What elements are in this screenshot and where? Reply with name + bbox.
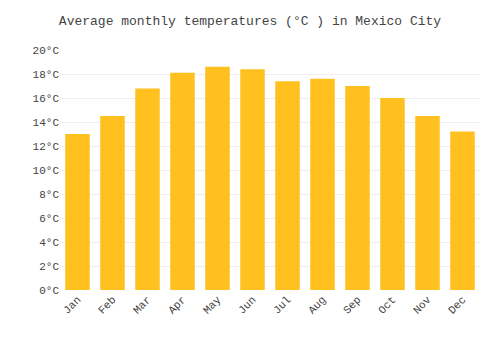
svg-text:2°C: 2°C	[39, 261, 59, 273]
svg-text:Aug: Aug	[306, 294, 328, 316]
svg-text:Oct: Oct	[376, 294, 398, 316]
svg-text:Sep: Sep	[341, 294, 363, 316]
svg-text:4°C: 4°C	[39, 237, 59, 249]
svg-text:8°C: 8°C	[39, 189, 59, 201]
svg-text:6°C: 6°C	[39, 213, 59, 225]
svg-text:Feb: Feb	[96, 294, 118, 316]
svg-text:Average monthly temperatures (: Average monthly temperatures (°C ) in Me…	[59, 14, 441, 29]
svg-text:18°C: 18°C	[33, 69, 60, 81]
svg-text:May: May	[201, 294, 224, 317]
svg-text:10°C: 10°C	[33, 165, 60, 177]
svg-text:Jun: Jun	[236, 294, 258, 316]
svg-text:14°C: 14°C	[33, 117, 60, 129]
svg-text:Jul: Jul	[271, 294, 293, 316]
svg-text:Dec: Dec	[446, 294, 468, 316]
svg-text:16°C: 16°C	[33, 93, 60, 105]
svg-text:Nov: Nov	[411, 294, 434, 317]
svg-text:20°C: 20°C	[33, 45, 60, 57]
svg-text:Apr: Apr	[166, 294, 188, 316]
svg-text:Mar: Mar	[131, 294, 153, 316]
svg-text:12°C: 12°C	[33, 141, 60, 153]
svg-text:Jan: Jan	[61, 294, 83, 316]
svg-text:0°C: 0°C	[39, 285, 59, 297]
